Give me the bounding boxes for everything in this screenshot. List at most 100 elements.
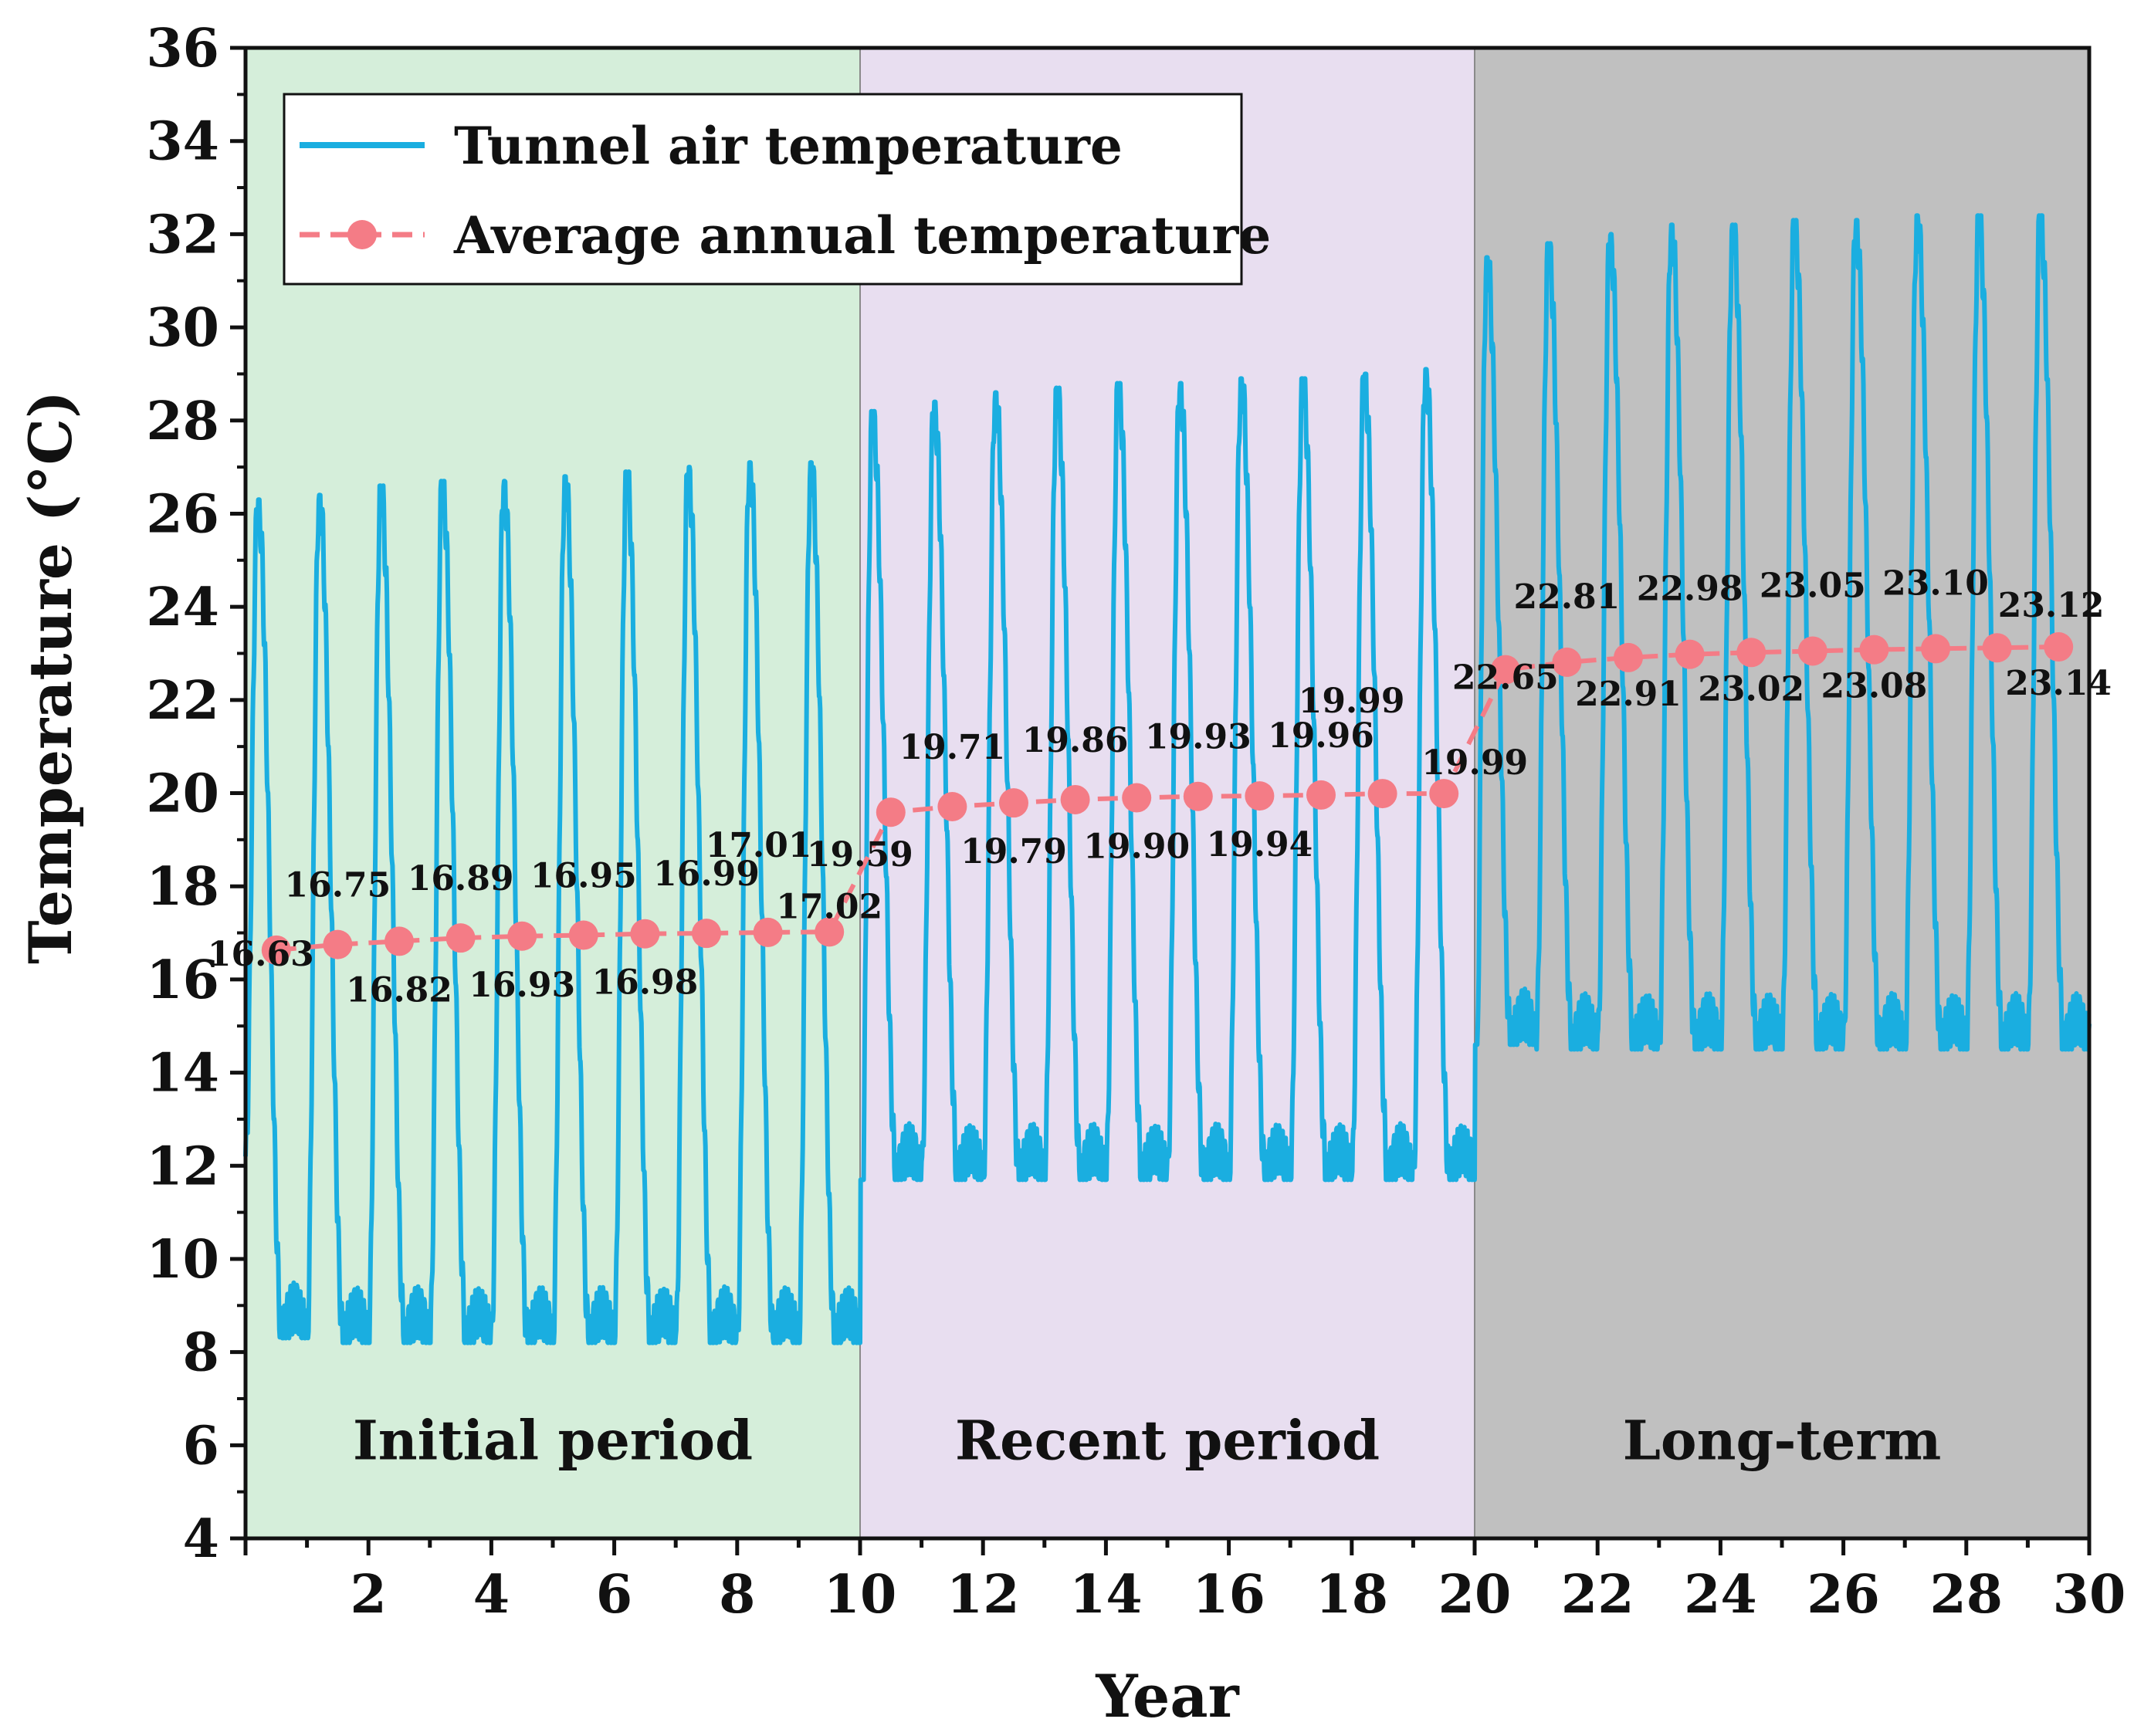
data-label: 23.05 xyxy=(1760,566,1866,605)
average-marker xyxy=(876,797,906,827)
x-tick-label: 24 xyxy=(1684,1564,1757,1626)
x-tick-label: 12 xyxy=(947,1564,1020,1626)
x-axis-title: Year xyxy=(1095,1662,1239,1731)
data-label: 22.98 xyxy=(1637,570,1743,609)
x-tick-label: 14 xyxy=(1069,1564,1143,1626)
average-marker xyxy=(1921,634,1950,664)
x-tick-label: 10 xyxy=(824,1564,897,1626)
average-marker xyxy=(1675,639,1705,669)
average-marker xyxy=(630,919,660,949)
average-marker xyxy=(1736,638,1766,668)
y-tick-label: 8 xyxy=(183,1322,219,1384)
y-tick-label: 14 xyxy=(146,1043,219,1105)
average-marker xyxy=(1306,780,1336,810)
y-tick-label: 20 xyxy=(146,763,219,825)
average-marker xyxy=(999,788,1028,818)
average-marker xyxy=(261,935,291,965)
y-tick-label: 16 xyxy=(146,949,219,1011)
data-label: 23.02 xyxy=(1698,669,1804,709)
average-marker xyxy=(568,920,598,950)
data-label: 17.02 xyxy=(776,887,882,926)
data-label: 16.98 xyxy=(592,963,699,1003)
period-label: Recent period xyxy=(955,1408,1380,1472)
x-tick-label: 8 xyxy=(719,1564,755,1626)
data-label: 19.99 xyxy=(1421,743,1528,783)
y-tick-label: 26 xyxy=(146,483,219,545)
average-marker xyxy=(1797,636,1827,666)
data-label: 16.95 xyxy=(530,857,637,896)
data-label: 19.90 xyxy=(1083,827,1190,867)
period-band-3 xyxy=(1475,48,2089,1538)
data-label: 19.79 xyxy=(960,832,1067,871)
average-marker xyxy=(753,917,783,947)
data-label: 22.65 xyxy=(1452,658,1559,698)
data-label: 16.75 xyxy=(285,866,391,905)
average-marker xyxy=(1122,783,1152,813)
average-marker xyxy=(323,929,353,959)
x-tick-label: 16 xyxy=(1192,1564,1265,1626)
average-marker xyxy=(1982,633,2012,663)
data-label: 23.08 xyxy=(1821,667,1928,706)
average-marker xyxy=(815,917,845,947)
y-tick-label: 28 xyxy=(146,391,219,452)
period-label: Long-term xyxy=(1623,1408,1942,1472)
x-tick-label: 6 xyxy=(596,1564,632,1626)
average-marker xyxy=(1429,779,1459,809)
average-marker xyxy=(507,921,537,951)
axes: 4 6 8 10 12 14 16 18 20 22 24 26 28 30 32 34 36 2 4 6 8 10 12 1… xyxy=(146,18,2126,1626)
y-tick-label: 32 xyxy=(146,204,219,266)
data-label: 16.89 xyxy=(408,859,514,898)
legend-marker-average xyxy=(347,220,377,249)
period-labels: Initial period Recent period Long-term xyxy=(353,1408,1941,1472)
data-label: 19.99 xyxy=(1299,682,1405,721)
data-label: 19.86 xyxy=(1022,721,1129,760)
average-marker xyxy=(1614,642,1643,672)
data-label: 23.12 xyxy=(1998,586,2105,625)
data-label: 19.93 xyxy=(1145,718,1252,757)
average-marker xyxy=(384,926,414,956)
average-marker xyxy=(1245,781,1275,811)
data-label: 22.91 xyxy=(1575,675,1682,714)
average-marker xyxy=(1367,779,1397,809)
x-tick-label: 22 xyxy=(1561,1564,1634,1626)
x-tick-label: 4 xyxy=(473,1564,510,1626)
data-label: 17.01 xyxy=(706,826,812,865)
tunnel-air-temperature-line xyxy=(243,213,2092,1345)
y-axis-title: Temperature (°C) xyxy=(16,391,85,964)
y-tick-label: 30 xyxy=(146,297,219,359)
average-marker xyxy=(937,791,967,821)
data-label: 23.10 xyxy=(1882,563,1989,603)
y-tick-label: 22 xyxy=(146,670,219,732)
legend-box xyxy=(283,93,1243,286)
data-label: 16.99 xyxy=(653,854,760,894)
average-marker xyxy=(1859,635,1889,665)
data-label: 23.14 xyxy=(2005,664,2112,703)
average-marker xyxy=(692,919,721,949)
period-label: Initial period xyxy=(353,1408,753,1472)
x-tick-label: 26 xyxy=(1807,1564,1880,1626)
x-tick-label: 18 xyxy=(1315,1564,1388,1626)
data-label: 19.59 xyxy=(807,835,913,875)
y-tick-label: 24 xyxy=(146,577,219,638)
average-marker xyxy=(1060,784,1090,814)
x-tick-label: 30 xyxy=(2053,1564,2126,1626)
data-label: 19.94 xyxy=(1207,825,1313,865)
y-tick-label: 10 xyxy=(146,1229,219,1291)
average-marker xyxy=(1183,781,1213,811)
average-marker xyxy=(1552,647,1582,677)
y-tick-label: 36 xyxy=(146,18,219,80)
x-tick-label: 28 xyxy=(1929,1564,2003,1626)
data-label: 16.63 xyxy=(208,935,314,974)
average-data-labels: 16.63 16.75 16.82 16.89 16.93 16.95 16.98 16.99… xyxy=(208,563,2112,1010)
y-tick-label: 18 xyxy=(146,856,219,918)
y-tick-label: 12 xyxy=(146,1135,219,1197)
average-marker xyxy=(1490,655,1520,685)
y-tick-label: 34 xyxy=(146,111,219,173)
average-marker xyxy=(2044,632,2074,662)
legend: Tunnel air temperature Average annual tem… xyxy=(283,93,1271,286)
legend-label-average: Average annual temperature xyxy=(453,205,1271,266)
average-marker xyxy=(445,923,476,953)
data-label: 19.96 xyxy=(1268,716,1374,756)
y-tick-label: 6 xyxy=(183,1415,219,1477)
